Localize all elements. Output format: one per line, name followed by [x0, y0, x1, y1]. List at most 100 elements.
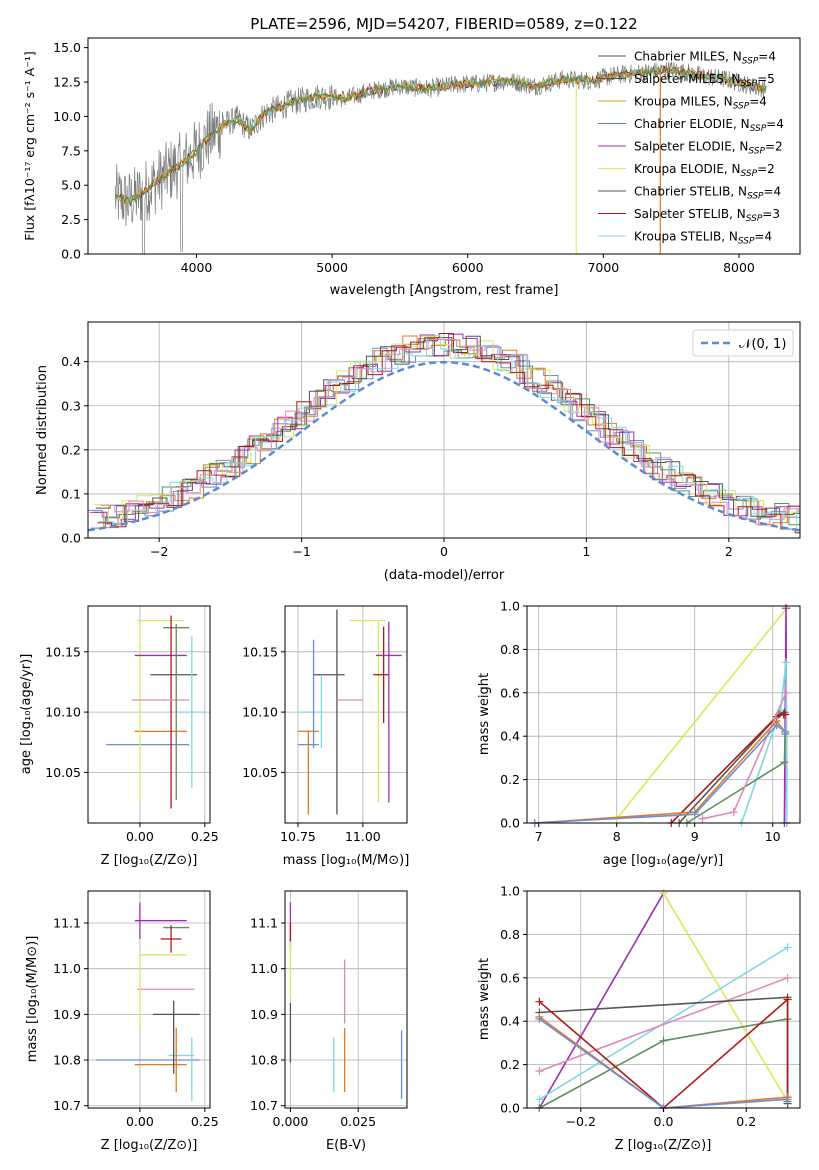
- age-vs-Z-errorbars: [106, 615, 205, 809]
- mass-vs-Z-ylabel: mass [log₁₀(M/M⊙)]: [25, 936, 40, 1063]
- massweight-vs-age-ylabel: mass weight: [477, 673, 492, 755]
- mass-weight-marker: [781, 658, 790, 667]
- mass-vs-Z-ticks: 0.00 0.25 10.7 10.8 10.9 11.0 11.1: [53, 915, 219, 1129]
- y-tick-label: 1.0: [500, 884, 520, 899]
- histogram-legend-box: [692, 329, 794, 357]
- x-tick-label: 5000: [316, 260, 348, 275]
- model-spectrum-kroupa_miles: [114, 65, 767, 205]
- histogram-plot-area: [88, 333, 800, 534]
- mass-weight-line-salpeter_elodie: [538, 892, 665, 1109]
- spectrum-legend-label: Kroupa ELODIE, NSSP=2: [634, 162, 775, 179]
- mass-vs-Z-panel: 0.00 0.25 10.7 10.8 10.9 11.0 11.1 Z [log₁₀(Z/…: [25, 890, 219, 1153]
- y-tick-label: 2.5: [61, 212, 81, 227]
- x-tick-label: 0.0: [654, 1114, 674, 1129]
- massweight-vs-Z-lines: [535, 889, 792, 1112]
- x-tick-label: 0.025: [340, 1114, 376, 1129]
- y-tick-label: 12.5: [53, 75, 81, 90]
- spectrum-lines: [114, 61, 767, 254]
- y-tick-label: 10.15: [45, 644, 81, 659]
- x-tick-label: 0.2: [736, 1114, 756, 1129]
- mass-weight-marker: [783, 995, 792, 1004]
- massweight-vs-Z-xlabel: Z [log₁₀(Z/Z⊙)]: [615, 1138, 712, 1153]
- y-tick-label: 0.2: [500, 772, 520, 787]
- spectrum-legend-label: Chabrier STELIB, NSSP=4: [634, 185, 781, 202]
- x-tick-label: −0.2: [566, 1114, 596, 1129]
- massweight-vs-age-xlabel: age [log₁₀(age/yr)]: [603, 853, 724, 868]
- spectrum-legend-label: Chabrier MILES, NSSP=4: [634, 50, 776, 67]
- histogram-kroupa_elodie: [94, 336, 800, 524]
- massweight-vs-Z-panel: −0.2 0.0 0.2 0.0 0.2 0.4 0.6 0.8 1.0 Z [log₁₀(Z/…: [477, 884, 801, 1153]
- mass-weight-marker: [535, 1095, 544, 1104]
- age-vs-mass-panel: 10.75 11.00 10.05 10.10 10.15 mass [log₁₀(M/…: [242, 605, 410, 868]
- spectrum-legend-label: Salpeter ELODIE, NSSP=2: [634, 140, 783, 157]
- mass-weight-marker: [781, 688, 790, 697]
- mass-weight-marker: [772, 721, 781, 730]
- histogram-pink: [100, 339, 800, 525]
- x-tick-label: 0.00: [126, 829, 154, 844]
- y-tick-label: 0.4: [500, 729, 520, 744]
- y-tick-label: 0.0: [500, 1101, 520, 1116]
- age-vs-mass-ticks: 10.75 11.00 10.05 10.10 10.15: [242, 644, 381, 844]
- y-tick-label: 10.05: [45, 765, 81, 780]
- histogram-chabrier_stelib: [95, 335, 800, 522]
- histogram-ticks: −2 −1 0 1 2 0.0 0.1 0.2 0.3 0.4: [61, 354, 733, 559]
- massweight-vs-age-panel: 7 8 9 10 0.0 0.2 0.4 0.6 0.8 1.0 age [log₁₀(age/y…: [477, 599, 801, 868]
- mass-weight-line-kroupa_stelib: [740, 662, 788, 824]
- age-vs-mass-xlabel: mass [log₁₀(M/M⊙)]: [283, 853, 410, 868]
- mass-weight-marker: [698, 814, 707, 823]
- y-tick-label: 0.4: [500, 1014, 520, 1029]
- x-tick-label: 10: [765, 829, 781, 844]
- mass-vs-ebv-ticks: 0.000 0.025 10.7 10.8 10.9 11.0 11.1: [250, 915, 376, 1129]
- y-tick-label: 10.9: [53, 1007, 81, 1022]
- age-vs-Z-ylabel: age [log₁₀(age/yr)]: [19, 654, 34, 775]
- y-tick-label: 0.0: [61, 531, 81, 546]
- mass-weight-line-kroupa_elodie: [616, 607, 788, 820]
- y-tick-label: 11.0: [53, 961, 81, 976]
- y-tick-label: 10.05: [242, 765, 278, 780]
- mass-vs-ebv-frame: [284, 890, 408, 1109]
- y-tick-label: 10.8: [250, 1053, 278, 1068]
- spectrum-legend-label: Salpeter STELIB, NSSP=3: [634, 207, 780, 224]
- mass-weight-marker: [659, 1036, 668, 1045]
- spectrum-legend-label: Salpeter MILES, NSSP=5: [634, 72, 775, 89]
- mass-weight-marker: [535, 1015, 544, 1024]
- age-vs-Z-xlabel: Z [log₁₀(Z/Z⊙)]: [101, 853, 198, 868]
- y-tick-label: 11.1: [53, 915, 81, 930]
- mass-weight-line-salpeter_miles: [534, 719, 786, 824]
- y-tick-label: 11.1: [250, 915, 278, 930]
- histogram-salpeter_stelib: [97, 333, 800, 534]
- histogram-ylabel: Normed distribution: [35, 365, 50, 495]
- y-tick-label: 0.3: [61, 398, 81, 413]
- massweight-vs-age-lines: [530, 604, 791, 827]
- age-vs-mass-frame: [284, 605, 408, 824]
- x-tick-label: 0.25: [191, 829, 219, 844]
- spectrum-ticks: 4000 5000 6000 7000 8000 0.0 2.5 5.0 7.5 10.0 12.5…: [53, 40, 755, 275]
- y-tick-label: 10.9: [250, 1007, 278, 1022]
- y-tick-label: 1.0: [500, 599, 520, 614]
- x-tick-label: 0.00: [126, 1114, 154, 1129]
- x-tick-label: 11.00: [345, 829, 381, 844]
- mass-weight-marker: [781, 604, 790, 613]
- age-vs-Z-frame: [87, 605, 211, 824]
- age-vs-Z-ticks: 0.00 0.25 10.05 10.10 10.15: [45, 644, 219, 844]
- mass-vs-ebv-grid: [285, 891, 407, 1108]
- spectrum-plot-area: [114, 61, 767, 254]
- spectrum-legend-label: Kroupa STELIB, NSSP=4: [634, 230, 772, 247]
- spectrum-legend-label: Kroupa MILES, NSSP=4: [634, 95, 767, 112]
- y-tick-label: 0.2: [61, 442, 81, 457]
- x-tick-label: 0.000: [273, 1114, 309, 1129]
- mass-weight-marker: [659, 889, 668, 898]
- y-tick-label: 0.8: [500, 642, 520, 657]
- histogram-kroupa_stelib: [99, 335, 800, 530]
- y-tick-label: 5.0: [61, 178, 81, 193]
- x-tick-label: 8000: [723, 260, 755, 275]
- y-tick-label: 0.2: [500, 1057, 520, 1072]
- y-tick-label: 0.0: [61, 247, 81, 262]
- spectrum-xlabel: wavelength [Angstrom, rest frame]: [330, 283, 559, 298]
- y-tick-label: 10.7: [250, 1098, 278, 1113]
- x-tick-label: −2: [150, 544, 168, 559]
- y-tick-label: 10.10: [242, 705, 278, 720]
- y-tick-label: 0.6: [500, 685, 520, 700]
- mass-weight-marker: [690, 810, 699, 819]
